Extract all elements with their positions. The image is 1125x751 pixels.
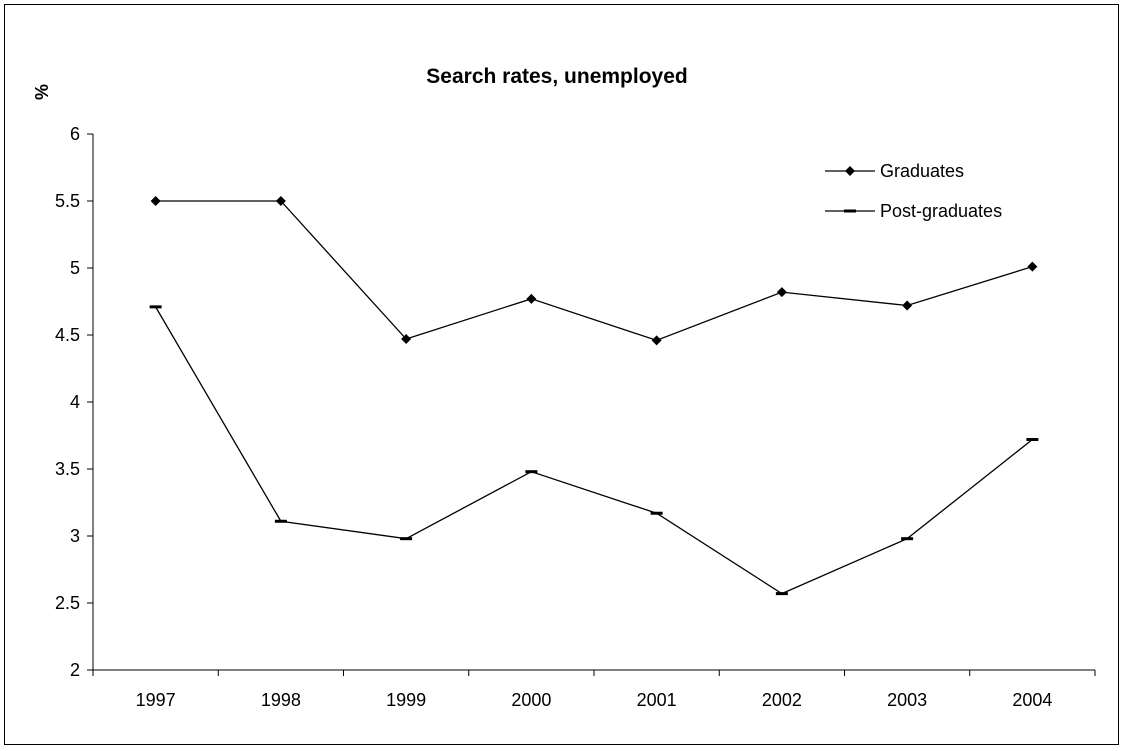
data-point-diamond [651,335,662,346]
y-tick-label: 2.5 [55,593,80,613]
data-point-dash [650,511,663,515]
x-tick-label: 1998 [261,690,301,710]
data-point-diamond [776,287,787,298]
data-point-dash [525,470,538,474]
data-point-dash [149,305,162,309]
legend: Graduates Post-graduates [825,161,1002,221]
x-tick-label: 2002 [762,690,802,710]
series-line-0 [155,200,1033,342]
y-tick-label: 4.5 [55,325,80,345]
data-point-diamond [1027,261,1038,272]
series-line-1 [155,306,1033,595]
y-tick-label: 4 [70,392,80,412]
y-tick-label: 6 [70,124,80,144]
data-point-dash [775,592,788,596]
x-tick-label: 2000 [511,690,551,710]
data-point-diamond [526,293,537,304]
series-group [149,196,1039,596]
y-axis-unit-label: % [32,84,52,100]
axes: 2 2.5 3 3.5 4 4.5 5 5.5 6 1997 1998 1999 2000 2001 200… [55,124,1096,710]
x-tick-label: 1999 [386,690,426,710]
x-tick-label: 2004 [1012,690,1052,710]
x-tick-label: 1997 [136,690,176,710]
y-tick-label: 3 [70,526,80,546]
y-tick-label: 5.5 [55,191,80,211]
legend-label: Post-graduates [880,201,1002,221]
x-tick-label: 2003 [887,690,927,710]
legend-marker-diamond [845,166,855,176]
legend-marker-dash [844,209,856,213]
data-point-diamond [150,196,161,206]
data-point-diamond [275,196,286,206]
chart-frame [4,4,1119,745]
data-point-dash [274,519,287,523]
data-point-dash [901,537,914,541]
data-point-dash [400,537,413,541]
y-tick-label: 3.5 [55,459,80,479]
data-point-dash [1026,438,1039,442]
legend-label: Graduates [880,161,964,181]
x-tick-label: 2001 [637,690,677,710]
y-tick-label: 5 [70,258,80,278]
chart-title: Search rates, unemployed [426,65,687,88]
y-tick-label: 2 [70,660,80,680]
data-point-diamond [902,300,913,311]
data-point-diamond [401,334,412,345]
